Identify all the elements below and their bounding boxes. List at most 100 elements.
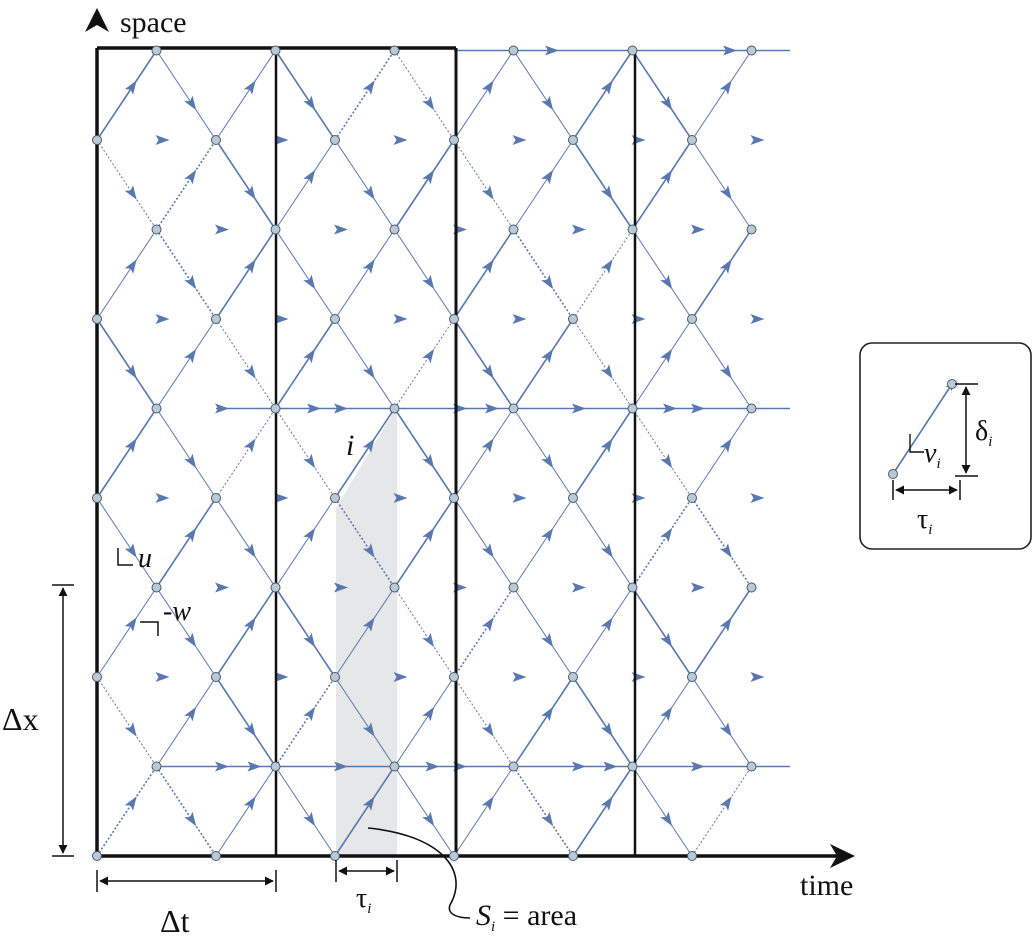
- lattice-node: [151, 761, 162, 772]
- flow-line: [275, 229, 336, 320]
- arrow-head-icon: [184, 274, 197, 290]
- lattice-node: [270, 224, 281, 235]
- arrow-head-icon: [572, 582, 586, 593]
- x-axis-arrow-icon: [830, 844, 855, 868]
- flow-line: [691, 766, 752, 857]
- flow-line: [394, 766, 455, 857]
- arrow-head-icon: [750, 135, 765, 145]
- delta-t-label: Δt: [160, 903, 190, 937]
- arrow-head-icon: [481, 259, 494, 274]
- arrow-head-icon: [660, 274, 673, 290]
- flow-line: [453, 50, 514, 141]
- flow-line: [96, 408, 158, 499]
- arrow-head-icon: [362, 364, 375, 379]
- lattice-node: [568, 493, 578, 503]
- arrow-head-icon: [243, 259, 256, 274]
- flow-line: [334, 50, 396, 141]
- arrow-head-icon: [600, 364, 613, 379]
- flow-line: [96, 766, 158, 857]
- arrow-head-icon: [600, 722, 613, 737]
- arrow-head-icon: [422, 95, 435, 111]
- arrow-head-icon: [719, 438, 732, 453]
- arrow-head-icon: [663, 403, 677, 414]
- flow-line: [631, 139, 693, 230]
- lattice-node: [627, 761, 638, 772]
- arrow-head-icon: [124, 259, 137, 274]
- flow-line: [334, 766, 396, 857]
- arrow-head-icon: [124, 80, 137, 95]
- arrow-head-icon: [422, 706, 435, 722]
- flow-line: [275, 766, 336, 857]
- arrow-head-icon: [243, 617, 256, 632]
- flow-line: [96, 229, 157, 320]
- arrow-head-icon: [422, 527, 435, 543]
- arrow-head-icon: [362, 438, 375, 453]
- arrow-head-icon: [422, 811, 435, 827]
- arrow-head-icon: [274, 314, 289, 324]
- x-axis-label: time: [800, 869, 853, 902]
- arrow-head-icon: [600, 796, 613, 811]
- y-axis-arrow-icon: [85, 8, 109, 32]
- arrow-head-icon: [481, 438, 494, 453]
- flow-line: [215, 676, 277, 767]
- flow-line: [632, 766, 693, 857]
- right-angle-icon: [909, 434, 924, 453]
- arrow-head-icon: [184, 169, 197, 185]
- lattice-node: [211, 493, 221, 503]
- lattice-node: [627, 45, 638, 56]
- arrow-head-icon: [750, 493, 765, 503]
- flow-line: [453, 408, 514, 499]
- arrow-head-icon: [572, 761, 586, 772]
- flow-line: [156, 676, 217, 767]
- flow-line: [393, 408, 455, 499]
- lattice-node: [211, 135, 221, 145]
- flow-line: [513, 50, 574, 141]
- arrow-head-icon: [481, 185, 494, 200]
- flow-line: [334, 408, 396, 499]
- arrow-head-icon: [362, 796, 375, 811]
- flow-line: [453, 587, 515, 678]
- arrow-head-icon: [750, 672, 765, 682]
- flow-line: [215, 318, 276, 409]
- flow-line: [96, 676, 157, 767]
- lattice-node: [92, 672, 102, 682]
- arrow-head-icon: [691, 761, 705, 772]
- lattice-node: [687, 314, 697, 324]
- flow-line: [572, 318, 633, 409]
- arrow-head-icon: [124, 722, 137, 737]
- arrow-head-icon: [719, 543, 732, 558]
- flow-arrows: [124, 45, 765, 827]
- flow-line: [691, 229, 753, 320]
- lattice-node: [330, 672, 340, 682]
- lattice-node: [389, 224, 400, 235]
- lattice-node: [151, 403, 162, 414]
- flow-line: [393, 497, 455, 588]
- arrow-head-icon: [243, 796, 256, 811]
- flow-line: [334, 587, 395, 678]
- flow-line: [691, 318, 752, 409]
- arrow-head-icon: [719, 364, 732, 379]
- arrow-head-icon: [393, 314, 408, 324]
- lattice-node: [270, 582, 281, 593]
- arrow-head-icon: [481, 722, 494, 737]
- flow-line: [631, 497, 693, 588]
- arrow-head-icon: [362, 80, 375, 95]
- flow-line: [512, 676, 574, 767]
- arrow-head-icon: [631, 135, 646, 145]
- arrow-head-icon: [303, 527, 316, 543]
- arrow-head-icon: [600, 617, 613, 632]
- arrow-head-icon: [124, 617, 137, 632]
- flow-line: [156, 408, 217, 499]
- flow-line: [274, 676, 336, 767]
- flow-line: [215, 497, 276, 588]
- arrow-head-icon: [541, 95, 554, 111]
- lattice-node: [508, 761, 519, 772]
- flow-line: [275, 139, 336, 230]
- lattice-node: [508, 45, 519, 56]
- lattice-node: [627, 582, 638, 593]
- arrow-head-icon: [362, 259, 375, 274]
- arrow-head-icon: [719, 722, 732, 737]
- right-angle-icon: [117, 548, 133, 566]
- flow-line: [274, 50, 336, 141]
